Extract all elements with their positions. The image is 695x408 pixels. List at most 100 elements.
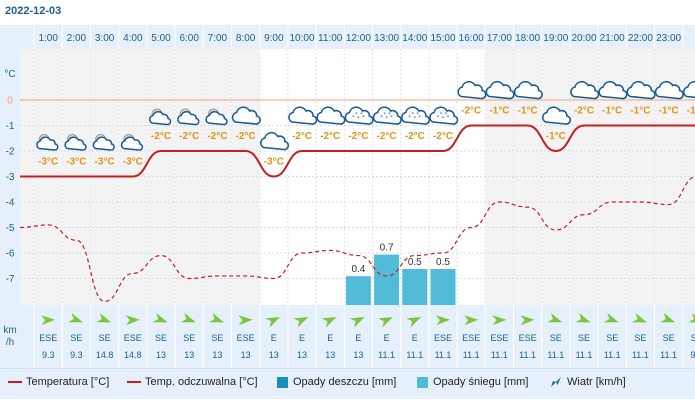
partly-cloudy-icon — [177, 108, 200, 126]
wind-arrow-shape — [492, 315, 507, 326]
hour-label: 12:00 — [346, 33, 371, 44]
snowflake-icon: * — [440, 112, 443, 118]
wind-arrow-icon — [349, 317, 365, 328]
cloud-icon — [682, 80, 695, 99]
wind-arrow-shape — [547, 312, 563, 323]
temperature-label: -2°C — [292, 131, 312, 142]
wind-arrow-icon — [378, 317, 393, 328]
wind-arrow-shape — [349, 317, 365, 328]
hour-label: 10:00 — [289, 33, 314, 44]
wind-arrow-icon — [603, 312, 619, 323]
cloud-outline — [372, 106, 402, 125]
wind-arrow-shape — [41, 315, 56, 326]
hour-label: 5:00 — [151, 33, 171, 44]
wind-arrow-icon — [209, 312, 224, 323]
temperature-label: -2°C — [151, 131, 171, 142]
hour-label: 16:00 — [459, 33, 484, 44]
cloud-icon — [513, 80, 543, 100]
partly-cloudy-icon — [149, 108, 172, 126]
temperature-label: -1°C — [489, 106, 509, 117]
temperature-label: -2°C — [405, 131, 425, 142]
wind-arrow-icon — [125, 315, 140, 326]
legend-feels-like-label: Temp. odczuwalna [°C] — [145, 376, 258, 388]
hour-label: 19:00 — [543, 33, 568, 44]
wind-speed-label: 11.1 — [378, 350, 395, 360]
wind-direction-label: SE — [155, 333, 167, 343]
snowflake-icon: * — [412, 112, 415, 118]
snowflake-icon: * — [357, 116, 360, 122]
wind-speed-label: 11.1 — [491, 350, 508, 360]
snow-cloud-icon: * * ** * — [344, 106, 374, 125]
legend-snow-label: Opady śniegu [mm] — [433, 376, 529, 388]
cloud-outline — [541, 106, 572, 125]
snowflake-icon: * — [414, 116, 417, 122]
wind-speed-label: 13 — [241, 350, 251, 360]
chart-legend: Temperatura [°C] Temp. odczuwalna [°C] O… — [0, 368, 695, 399]
cloud-icon — [598, 80, 628, 100]
hour-label: 22:00 — [628, 33, 653, 44]
wind-speed-label: 11.1 — [632, 350, 649, 360]
wind-speed-label: 11.1 — [519, 350, 536, 360]
hour-label: 15:00 — [430, 33, 455, 44]
wind-direction-label: ESE — [39, 333, 57, 343]
wind-arrow-shape — [378, 317, 393, 328]
snowflake-icon: * — [362, 115, 365, 121]
wind-arrow-shape — [265, 317, 281, 328]
cloud-outline — [92, 136, 115, 151]
wind-arrow-icon — [152, 312, 168, 323]
cloud-outline — [288, 106, 318, 125]
hour-label: 9:00 — [264, 33, 284, 44]
wind-speed-label: 11.1 — [547, 350, 564, 360]
wind-direction-label: ESE — [124, 333, 142, 343]
hour-label: 6:00 — [179, 33, 199, 44]
wind-direction-label: E — [384, 333, 390, 343]
temperature-label: -2°C — [320, 131, 340, 142]
wind-arrow-icon — [68, 312, 83, 323]
temperature-label: -2°C — [236, 131, 256, 142]
temperature-label: -3°C — [123, 157, 143, 168]
temperature-line — [20, 124, 695, 178]
temperature-label: -2°C — [433, 131, 453, 142]
hour-label: 18:00 — [515, 33, 540, 44]
snow-bar — [345, 276, 371, 305]
partly-cloudy-icon — [205, 108, 228, 126]
wind-direction-label: SE — [578, 333, 590, 343]
snowflake-icon: * — [380, 115, 383, 121]
wind-speed-label: 11.1 — [576, 350, 593, 360]
wind-arrow-shape — [209, 312, 224, 323]
wind-arrow-icon — [551, 377, 561, 387]
wind-direction-label: SE — [550, 333, 562, 343]
wind-arrow-icon — [660, 312, 676, 323]
legend-feels-like: Temp. odczuwalna [°C] — [127, 376, 258, 388]
cloud-outline — [344, 106, 374, 125]
temperature-label: -1°C — [630, 106, 650, 117]
temperature-label: -2°C — [207, 131, 227, 142]
y-tick-label: -6 — [6, 249, 15, 260]
y-axis-panel — [0, 25, 20, 368]
wind-arrow-shape — [603, 312, 619, 323]
hour-label: 23:00 — [656, 33, 681, 44]
wind-speed-label: 9.3 — [70, 350, 83, 360]
snowflake-icon: * — [352, 115, 355, 121]
cloud-outline — [231, 106, 261, 125]
temperature-label: -3°C — [66, 157, 86, 168]
y-axis-unit: °C — [4, 69, 15, 80]
hour-label: 17:00 — [487, 33, 512, 44]
cloud-outline — [429, 106, 459, 125]
wind-direction-label: ESE — [490, 333, 508, 343]
temperature-label: -2°C — [461, 106, 481, 117]
wind-arrow-icon — [464, 315, 479, 326]
hour-label: 14:00 — [402, 33, 427, 44]
cloud-outline — [120, 136, 144, 151]
y-tick-label: -3 — [6, 172, 15, 183]
weather-chart: * * ** * * * ** * * * ** * * * ** * °C0-1-2-3-4-5-6-7km… — [0, 25, 695, 368]
wind-speed-label: 13 — [184, 350, 194, 360]
hour-header-band — [20, 25, 695, 49]
y-tick-label: 0 — [7, 96, 13, 107]
y-tick-label: -2 — [6, 147, 15, 158]
cloud-outline — [400, 106, 431, 125]
wind-speed-label: 14.8 — [96, 350, 114, 360]
wind-arrow-shape — [435, 315, 450, 326]
temperature-label: -1°C — [518, 106, 538, 117]
wind-direction-label: E — [355, 333, 361, 343]
